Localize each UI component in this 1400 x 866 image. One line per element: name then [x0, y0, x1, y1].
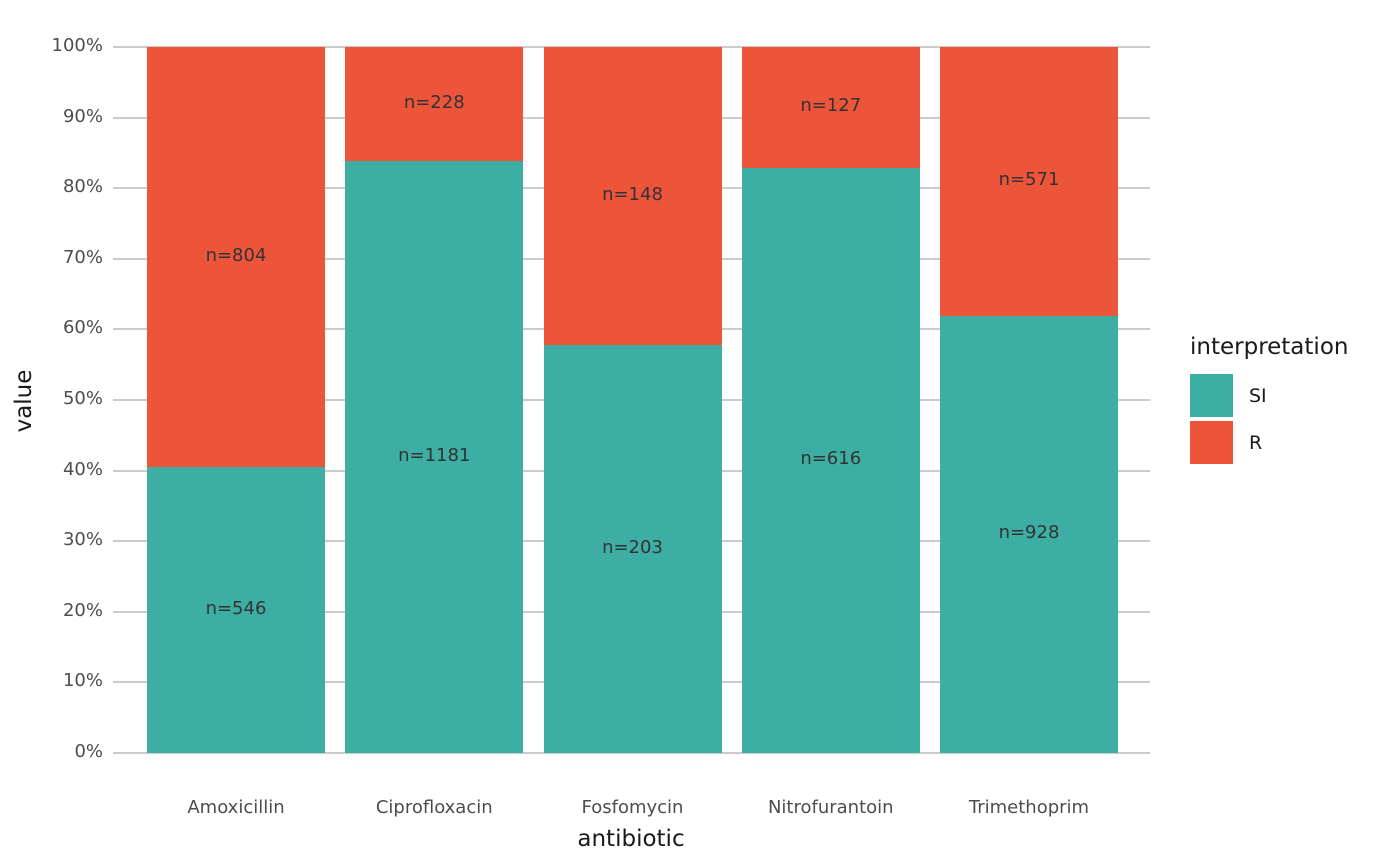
plot-panel: n=804 n=546 n=228 n=1181 n=148 n=203 n=127 n=61… [113, 46, 1150, 754]
y-tick-label: 40% [62, 458, 103, 480]
bar-count-label-si-trimethoprim: n=928 [998, 522, 1060, 544]
y-tick-label: 70% [62, 246, 103, 268]
bar-count-label-r-trimethoprim: n=571 [998, 169, 1060, 191]
bar-si-ciprofloxacin [345, 161, 524, 753]
y-axis-title: value [11, 369, 37, 433]
bar-count-label-si-ciprofloxacin: n=1181 [398, 445, 471, 467]
bar-r-trimethoprim [940, 47, 1118, 316]
bar-r-ciprofloxacin [345, 47, 524, 162]
legend-label-si: SI [1249, 384, 1267, 407]
y-tick-label: 90% [62, 105, 103, 127]
x-tick-label-trimethoprim: Trimethoprim [968, 797, 1090, 818]
y-tick-label: 80% [62, 176, 103, 198]
gridline-0% [113, 752, 1150, 754]
bar-r-nitrofurantoin [741, 47, 920, 168]
bar-si-trimethoprim [940, 315, 1118, 753]
legend-item-r: R [1190, 421, 1348, 464]
x-tick-label-ciprofloxacin: Ciprofloxacin [375, 797, 493, 818]
legend-swatch-si [1190, 374, 1233, 417]
bar-si-nitrofurantoin [741, 167, 920, 753]
x-tick-label-amoxicillin: Amoxicillin [187, 797, 285, 818]
bar-count-label-si-nitrofurantoin: n=616 [800, 448, 862, 470]
y-tick-label: 0% [74, 741, 103, 762]
legend-item-si: SI [1190, 374, 1348, 417]
bar-count-label-r-amoxicillin: n=804 [205, 245, 267, 267]
y-tick-label: 20% [62, 599, 103, 621]
bar-si-fosfomycin [543, 344, 722, 753]
bar-si-amoxicillin [147, 467, 325, 753]
legend-title: interpretation [1190, 334, 1349, 360]
x-axis-title: antibiotic [577, 826, 685, 852]
bar-count-label-r-nitrofurantoin: n=127 [800, 95, 862, 117]
bar-r-fosfomycin [543, 47, 722, 345]
bar-count-label-r-fosfomycin: n=148 [602, 183, 663, 205]
y-tick-label: 10% [62, 670, 103, 692]
x-tick-label-nitrofurantoin: Nitrofurantoin [767, 797, 894, 818]
legend: interpretation SI R [1190, 334, 1348, 468]
x-tick-label-fosfomycin: Fosfomycin [581, 797, 684, 818]
legend-swatch-r [1190, 421, 1233, 464]
bar-count-label-si-amoxicillin: n=546 [205, 598, 267, 620]
legend-items: SI R [1190, 374, 1348, 464]
bar-r-amoxicillin [147, 47, 325, 468]
legend-label-r: R [1249, 431, 1263, 454]
y-tick-label: 30% [62, 529, 103, 551]
bar-count-label-r-ciprofloxacin: n=228 [403, 92, 465, 114]
bar-count-label-si-fosfomycin: n=203 [602, 536, 663, 558]
y-tick-label: 100% [51, 35, 103, 56]
y-tick-label: 60% [62, 317, 103, 339]
y-tick-label: 50% [62, 388, 103, 409]
